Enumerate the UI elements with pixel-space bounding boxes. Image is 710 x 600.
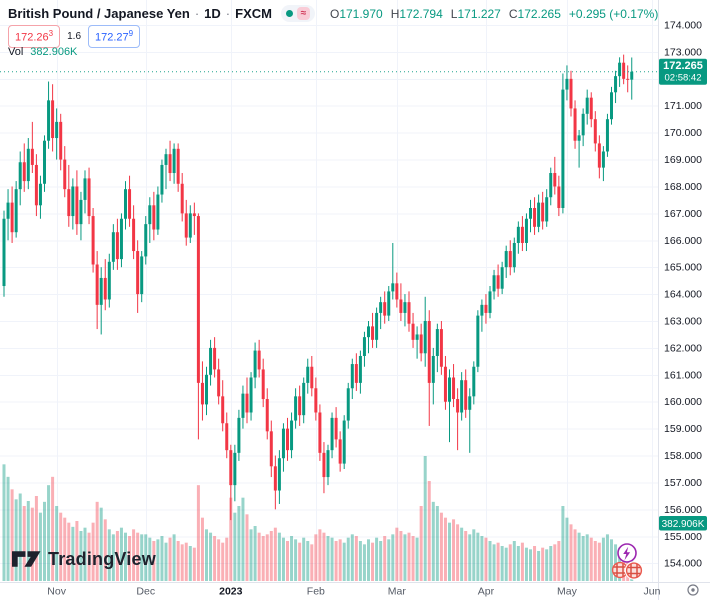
price-tick-label: 169.000: [664, 154, 702, 166]
bid-button[interactable]: 172.263: [8, 25, 61, 48]
price-tick-label: 170.000: [664, 127, 702, 139]
symbol-legend[interactable]: British Pound / Japanese Yen · 1D · FXCM…: [8, 5, 658, 22]
time-tick-label: May: [557, 586, 578, 598]
price-tick-label: 159.000: [664, 423, 702, 435]
price-tick-label: 174.000: [664, 20, 702, 32]
market-open-dot-icon: [285, 10, 293, 17]
last-price-badge[interactable]: [659, 58, 707, 85]
price-scale[interactable]: [658, 0, 710, 600]
change-value: +0.295 (+0.17%): [568, 6, 659, 21]
price-tick-label: 165.000: [664, 262, 702, 274]
volume-legend[interactable]: Vol 382.906K: [8, 46, 77, 58]
low-value: 171.227: [457, 6, 501, 21]
time-tick-label: 2023: [219, 586, 243, 598]
ohlc-readout: O171.970 H172.794 L171.227 C172.265 +0.2…: [330, 7, 658, 21]
price-tick-label: 163.000: [664, 316, 702, 328]
ask-button[interactable]: 172.279: [88, 25, 141, 48]
open-value: 171.970: [339, 6, 383, 21]
volume-badge-value: 382.906K: [662, 519, 705, 530]
price-tick-label: 154.000: [664, 558, 702, 570]
tradingview-logo-icon: [12, 551, 41, 567]
volume-badge[interactable]: [659, 516, 707, 531]
time-tick-label: Apr: [478, 586, 495, 598]
time-tick-label: Jun: [644, 586, 661, 598]
price-tick-label: 166.000: [664, 235, 702, 247]
delayed-data-icon: ≈: [296, 7, 310, 20]
time-tick-label: Dec: [136, 586, 155, 598]
low-label: L: [450, 6, 458, 21]
time-scale[interactable]: [0, 582, 658, 600]
exchange-label[interactable]: FXCM: [235, 6, 272, 21]
volume-value: 382.906K: [30, 46, 78, 58]
last-price-badge-value: 172.265: [663, 60, 703, 72]
price-tick-label: 164.000: [664, 289, 702, 301]
price-tick-label: 157.000: [664, 477, 702, 489]
tradingview-logo-text: TradingView: [48, 549, 156, 569]
time-tick-label: Feb: [307, 586, 325, 598]
bid-ask-row: 172.263 1.6 172.279: [8, 25, 141, 48]
price-tick-label: 160.000: [664, 396, 702, 408]
symbol-title[interactable]: British Pound / Japanese Yen: [8, 6, 190, 21]
price-tick-label: 173.000: [664, 46, 702, 58]
ask-price-pip: 9: [128, 29, 134, 38]
price-tick-label: 158.000: [664, 450, 702, 462]
separator: ·: [194, 6, 200, 21]
market-status-pill[interactable]: ≈: [280, 5, 315, 22]
time-tick-label: Nov: [47, 586, 66, 598]
separator: ·: [225, 6, 231, 21]
price-tick-label: 171.000: [664, 100, 702, 112]
interval-label[interactable]: 1D: [204, 6, 221, 21]
spread-value: 1.6: [67, 30, 82, 42]
price-tick-label: 168.000: [664, 181, 702, 193]
ask-price: 172.27: [95, 31, 129, 44]
high-label: H: [390, 6, 400, 21]
bid-price: 172.26: [15, 31, 49, 44]
close-label: C: [508, 6, 518, 21]
bar-countdown: 02:58:42: [665, 73, 702, 84]
time-tick-label: Mar: [388, 586, 407, 598]
grid: [0, 0, 658, 582]
boost-icon[interactable]: [617, 543, 637, 563]
close-value: 172.265: [517, 6, 561, 21]
price-tick-label: 161.000: [664, 369, 702, 381]
open-label: O: [329, 6, 340, 21]
price-tick-label: 155.000: [664, 531, 702, 543]
price-tick-label: 167.000: [664, 208, 702, 220]
price-tick-label: 162.000: [664, 342, 702, 354]
bid-price-pip: 3: [48, 29, 54, 38]
high-value: 172.794: [399, 6, 443, 21]
volume-series: [2, 456, 634, 581]
volume-label: Vol: [8, 46, 24, 58]
chart-action-icons: [611, 543, 644, 580]
tradingview-logo[interactable]: TradingView: [12, 549, 156, 570]
candlestick-series: [2, 54, 634, 521]
price-tick-label: 156.000: [664, 504, 702, 516]
axis-settings-icon[interactable]: [687, 584, 699, 596]
reactions-icon[interactable]: [611, 561, 644, 580]
